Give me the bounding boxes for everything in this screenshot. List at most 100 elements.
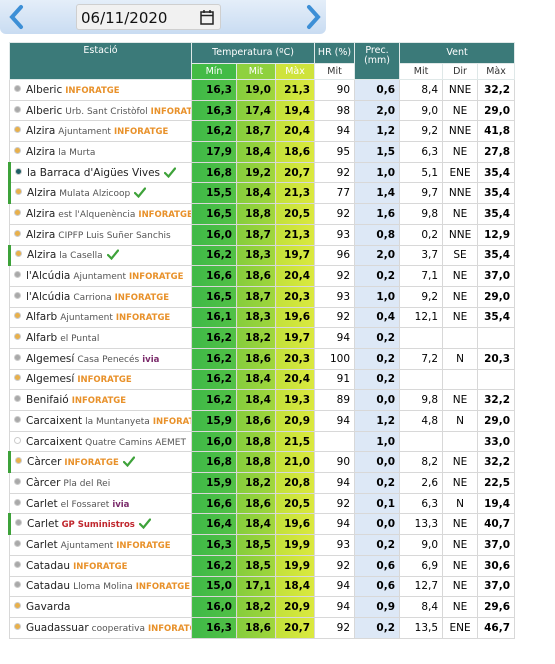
status-dot [14,146,21,154]
sub-header-cell: Màx [477,63,516,80]
value-cell: 0,6 [354,79,401,101]
date-input[interactable]: 06/11/2020 [76,4,221,30]
station-name: la Barraca d'Aigües Vives [27,166,161,179]
value-cell: 90 [314,451,356,474]
station-row: Alzira CIPFP Luis Suñer Sanchis 16,0 18,7 21… [9,223,516,246]
station-cell: Càrcer Pla del Rei [9,472,192,494]
station-tag: INFORATGE [113,127,169,138]
date-bar: 06/11/2020 [0,0,326,34]
value-cell: 16,2 [191,389,237,411]
station-name: Càrcer [26,476,61,489]
status-dot [14,477,21,485]
station-cell: l'Alcúdia Ajuntament INFORATGE [9,265,192,287]
value-cell: 94 [314,472,356,494]
value-cell [399,327,444,349]
station-cell: Alzira la Casella [8,244,192,267]
station-row: Catadau INFORATGE 16,2 18,5 19,9 92 0,6 6,9 NE 30… [9,554,516,577]
verified-check [122,456,135,468]
station-cell: Alzira CIPFP Luis Suñer Sanchis [9,223,192,246]
value-cell: 19,4 [274,99,316,122]
value-cell: 92 [314,161,356,184]
value-cell: 20,5 [274,203,316,225]
value-cell: 18,7 [236,285,276,308]
value-cell: 32,2 [477,79,516,101]
next-day[interactable] [302,4,324,30]
value-cell: 16,6 [191,492,237,515]
value-cell: 0,2 [354,472,401,494]
station-name: Alfarb [26,332,58,345]
value-cell: 89 [314,389,356,411]
value-cell: 8,2 [399,451,444,474]
station-name: Alberic [26,83,63,96]
station-row: Catadau Lloma Molina INFORATGE 15,0 17,1 18,4… [9,575,516,598]
station-name: Alzira [26,125,56,138]
value-cell: 0,0 [354,513,401,536]
sub-header-cell: Dir [442,63,479,80]
value-cell: 8,4 [399,596,444,618]
sub-header-cell: Mit [399,63,444,80]
station-name: Alzira [27,249,57,262]
value-cell: 18,6 [236,347,276,370]
station-place: Ajuntament [60,313,113,324]
station-tag: INFORATGE [150,106,191,117]
value-cell: 2,0 [354,99,401,122]
value-cell: 0,9 [354,596,401,618]
value-cell: 29,0 [477,410,516,432]
status-dot [14,436,21,444]
sub-header-row: Mín Mit Màx Mit Mit Dir Màx [10,63,516,80]
station-cell: Catadau INFORATGE [9,554,192,577]
value-cell: 16,2 [191,327,237,349]
value-cell: N [442,347,479,370]
station-cell: Càrcer INFORATGE [8,451,192,474]
station-name: Càrcer [27,456,62,469]
station-place: Lloma Molina [73,582,133,593]
station-place: Quatre Camins AEMET [85,437,186,448]
value-cell: 19,9 [274,554,316,577]
value-cell: 16,6 [191,265,237,287]
value-cell: 9,2 [399,285,444,308]
value-cell: 35,4 [477,161,516,184]
status-dot [14,560,21,568]
value-cell: 20,7 [274,616,316,639]
value-cell: 92 [314,492,356,515]
value-cell: 21,3 [274,182,316,205]
value-cell: 19,7 [274,327,316,349]
value-cell: 15,9 [191,410,237,432]
station-row: Gavarda 16,0 18,2 20,9 94 0,9 8,4 NE 29,6 [9,596,516,618]
value-cell: NE [442,513,479,536]
value-cell: 20,7 [274,161,316,184]
station-cell: Carcaixent Quatre Camins AEMET [9,430,192,453]
value-cell: 16,2 [191,244,237,267]
station-name: Catadau [26,580,71,593]
station-name: Alberic [26,104,63,117]
prev-day[interactable] [6,4,28,30]
value-cell: 21,3 [274,79,316,101]
value-cell: 93 [314,285,356,308]
value-cell: 16,5 [191,203,237,225]
value-cell: 9,0 [399,99,444,122]
station-row: Carlet GP Suministros 16,4 18,4 19,6 94 0,0 13,… [8,513,516,536]
date-text: 06/11/2020 [81,9,168,27]
verified-check [163,166,177,178]
value-cell: NE [442,575,479,598]
value-cell: 1,0 [354,161,401,184]
value-cell: 4,8 [399,410,444,432]
verified-check [106,249,119,261]
value-cell: NE [442,472,479,494]
status-dot [14,271,21,279]
value-cell: 19,7 [274,244,316,267]
value-cell: 9,8 [399,203,444,225]
value-cell: 18,7 [236,223,276,246]
value-cell: 15,5 [191,182,237,205]
value-cell: 18,5 [236,534,276,556]
value-cell: 16,8 [191,161,237,184]
station-row: l'Alcúdia Carriona INFORATGE 16,5 18,7 20,3 93… [9,285,516,308]
value-cell: 16,3 [191,99,237,122]
station-place: Mulata Alzicoop [59,189,131,200]
calendar-icon[interactable] [200,10,214,25]
value-cell: 18,3 [236,306,276,329]
value-cell: 16,3 [191,534,237,556]
value-cell: 18,8 [236,430,276,453]
